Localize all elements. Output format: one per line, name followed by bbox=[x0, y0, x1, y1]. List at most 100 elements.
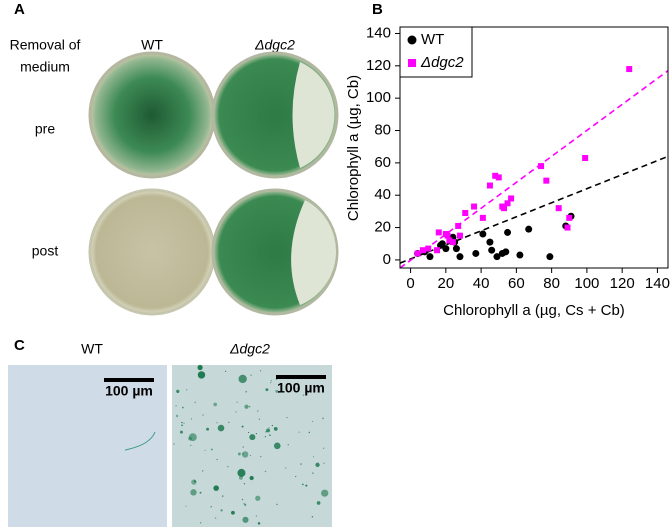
micrograph-dot bbox=[257, 522, 261, 525]
micrograph-dot bbox=[241, 498, 244, 501]
column-header: WT bbox=[81, 341, 103, 357]
micrograph-dot bbox=[296, 387, 298, 390]
point bbox=[479, 230, 487, 238]
micrograph-dot bbox=[311, 516, 314, 518]
row-label: post bbox=[32, 243, 59, 259]
micrograph-dot bbox=[260, 456, 262, 458]
micrograph-dot bbox=[248, 405, 251, 408]
y-tick-label: 80 bbox=[374, 121, 391, 138]
x-tick-label: 80 bbox=[543, 275, 560, 292]
scale-bar-label: 100 µm bbox=[105, 383, 153, 399]
x-tick-label: 60 bbox=[508, 275, 525, 292]
micrograph-dot bbox=[199, 521, 202, 524]
micrograph-dot bbox=[295, 475, 297, 478]
micrograph-dot bbox=[242, 446, 244, 448]
panel-label: C bbox=[14, 337, 25, 354]
micrograph-dot bbox=[247, 431, 250, 434]
plate-photo bbox=[88, 188, 216, 316]
micrograph-dot bbox=[269, 434, 271, 436]
micrograph-dot bbox=[238, 374, 247, 384]
micrograph-dot bbox=[228, 421, 230, 423]
point bbox=[495, 174, 502, 181]
micrograph-dot bbox=[305, 484, 308, 487]
micrograph-dot bbox=[188, 436, 193, 441]
micrograph-dot bbox=[259, 370, 262, 372]
legend-box bbox=[399, 26, 473, 78]
micrograph-dot bbox=[308, 431, 311, 434]
micrograph-dot bbox=[315, 462, 320, 467]
micrograph-dot bbox=[264, 436, 266, 438]
micrograph-dot bbox=[202, 470, 204, 472]
micrograph-dot bbox=[302, 394, 305, 396]
point bbox=[486, 238, 494, 246]
micrograph-dot bbox=[199, 491, 202, 494]
micrograph-dot bbox=[268, 427, 270, 429]
micrograph-dot bbox=[204, 449, 206, 452]
micrograph-dot bbox=[277, 390, 280, 393]
micrograph bbox=[172, 365, 332, 527]
point bbox=[543, 177, 550, 184]
micrograph-dot bbox=[249, 475, 254, 481]
y-tick-label: 60 bbox=[374, 154, 391, 171]
point bbox=[444, 232, 451, 239]
column-header: Δdgc2 bbox=[229, 341, 270, 357]
point bbox=[456, 253, 464, 261]
micrograph-dot bbox=[323, 447, 325, 449]
micrograph-dot bbox=[255, 515, 257, 517]
micrograph-dot bbox=[270, 379, 273, 382]
micrograph bbox=[173, 364, 329, 525]
micrograph-dot bbox=[185, 505, 187, 507]
micrograph-dot bbox=[213, 485, 219, 491]
micrograph-dot bbox=[197, 364, 203, 371]
micrograph-dot bbox=[206, 427, 210, 431]
point bbox=[419, 247, 426, 254]
micrograph-dot bbox=[300, 463, 302, 465]
micrograph-dot bbox=[242, 516, 249, 523]
micrograph-dot bbox=[311, 420, 314, 423]
micrograph-dot bbox=[175, 405, 177, 407]
point bbox=[566, 214, 573, 221]
point bbox=[442, 245, 450, 253]
micrograph-dot bbox=[298, 431, 300, 433]
micrograph-dot bbox=[213, 402, 218, 407]
plate-photo bbox=[88, 51, 216, 179]
micrograph-dot bbox=[323, 462, 325, 464]
micrograph-dot bbox=[257, 410, 259, 412]
trend-line bbox=[399, 70, 669, 269]
micrograph-dot bbox=[286, 416, 288, 419]
micrograph-dot bbox=[245, 390, 248, 393]
point bbox=[538, 163, 545, 170]
micrograph-dot bbox=[224, 370, 227, 372]
micrograph-dot bbox=[241, 451, 249, 458]
micrograph-dot bbox=[273, 426, 278, 431]
micrograph bbox=[124, 431, 156, 451]
point bbox=[479, 214, 486, 221]
row-label: pre bbox=[35, 121, 55, 137]
micrograph-dot bbox=[244, 503, 247, 506]
point bbox=[455, 222, 462, 229]
point bbox=[626, 66, 633, 73]
micrograph-dot bbox=[221, 495, 224, 497]
column-header: WT bbox=[141, 37, 163, 53]
micrograph-dot bbox=[210, 505, 213, 508]
point bbox=[425, 245, 432, 252]
x-axis-label: Chlorophyll a (µg, Cs + Cb) bbox=[443, 302, 625, 319]
micrograph-dot bbox=[179, 430, 183, 434]
micrograph-dot bbox=[217, 424, 225, 432]
micrograph-dot bbox=[258, 418, 260, 420]
micrograph-dot bbox=[237, 468, 246, 477]
point bbox=[438, 240, 446, 248]
micrograph-dot bbox=[276, 503, 278, 506]
micrograph-dot bbox=[285, 467, 287, 469]
micrograph-dot bbox=[216, 458, 218, 461]
point bbox=[493, 253, 501, 261]
micrograph-dot bbox=[190, 489, 197, 496]
y-tick-label: 20 bbox=[374, 219, 391, 236]
micrograph-dot bbox=[255, 433, 257, 435]
point bbox=[508, 195, 515, 202]
micrograph-dot bbox=[265, 431, 267, 433]
micrograph-dot bbox=[182, 406, 184, 409]
micrograph-dot bbox=[183, 422, 185, 424]
scale-bar-label: 100 µm bbox=[277, 380, 325, 396]
point bbox=[516, 251, 524, 259]
